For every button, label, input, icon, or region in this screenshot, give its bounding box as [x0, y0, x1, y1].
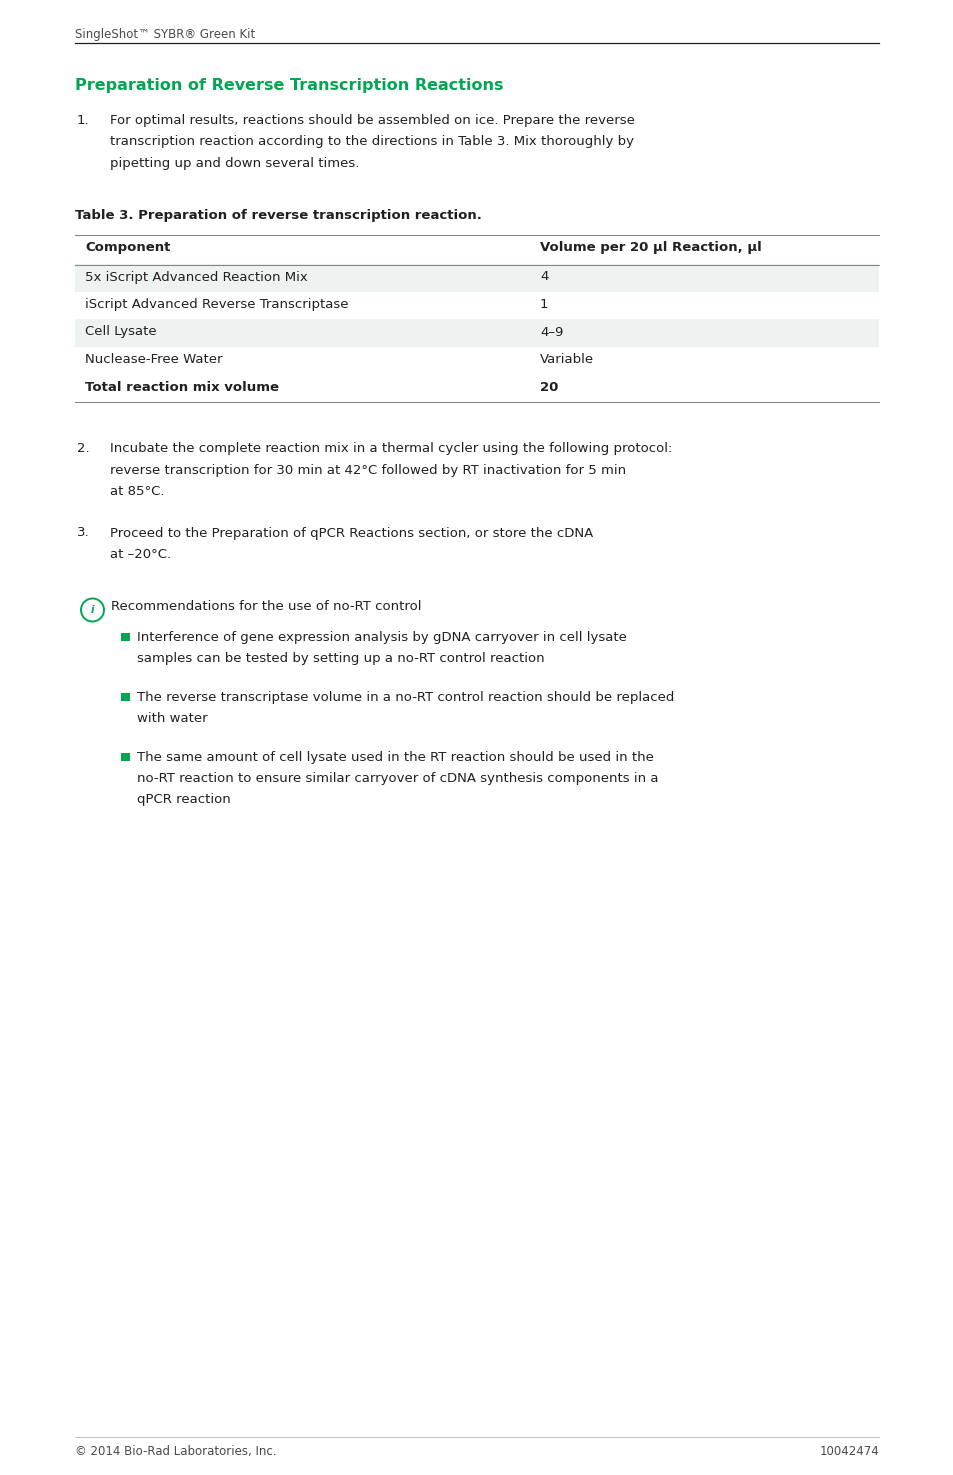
Text: Variable: Variable [539, 353, 594, 366]
Bar [75, 292, 878, 320]
Text: pipetting up and down several times.: pipetting up and down several times. [110, 156, 359, 170]
Text: The same amount of cell lysate used in the RT reaction should be used in the: The same amount of cell lysate used in t… [137, 751, 653, 764]
Text: reverse transcription for 30 min at 42°C followed by RT inactivation for 5 min: reverse transcription for 30 min at 42°C… [110, 463, 625, 476]
Text: For optimal results, reactions should be assembled on ice. Prepare the reverse: For optimal results, reactions should be… [110, 114, 634, 127]
Text: Nuclease-Free Water: Nuclease-Free Water [85, 353, 222, 366]
Text: Total reaction mix volume: Total reaction mix volume [85, 381, 278, 394]
Bar [121, 752, 130, 761]
Text: Proceed to the Preparation of qPCR Reactions section, or store the cDNA: Proceed to the Preparation of qPCR React… [110, 527, 593, 540]
Text: i: i [91, 605, 94, 615]
Text: samples can be tested by setting up a no-RT control reaction: samples can be tested by setting up a no… [137, 652, 544, 665]
Bar [75, 264, 878, 292]
Bar [121, 633, 130, 642]
Text: Incubate the complete reaction mix in a thermal cycler using the following proto: Incubate the complete reaction mix in a … [110, 442, 672, 454]
Text: 4: 4 [539, 270, 548, 283]
Text: 10042474: 10042474 [819, 1446, 878, 1457]
Bar [121, 693, 130, 701]
Text: transcription reaction according to the directions in Table 3. Mix thoroughly by: transcription reaction according to the … [110, 136, 634, 149]
Text: Recommendations for the use of no-RT control: Recommendations for the use of no-RT con… [111, 599, 421, 612]
Text: at 85°C.: at 85°C. [110, 485, 164, 499]
Text: at –20°C.: at –20°C. [110, 549, 171, 560]
Text: 4–9: 4–9 [539, 326, 563, 338]
Text: 2.: 2. [77, 442, 90, 454]
Text: © 2014 Bio-Rad Laboratories, Inc.: © 2014 Bio-Rad Laboratories, Inc. [75, 1446, 276, 1457]
Text: qPCR reaction: qPCR reaction [137, 794, 231, 807]
Text: no-RT reaction to ensure similar carryover of cDNA synthesis components in a: no-RT reaction to ensure similar carryov… [137, 771, 658, 785]
Text: SingleShot™ SYBR® Green Kit: SingleShot™ SYBR® Green Kit [75, 28, 255, 41]
Text: 1: 1 [539, 298, 548, 311]
Text: iScript Advanced Reverse Transcriptase: iScript Advanced Reverse Transcriptase [85, 298, 348, 311]
Text: with water: with water [137, 712, 208, 726]
Text: Table 3. Preparation of reverse transcription reaction.: Table 3. Preparation of reverse transcri… [75, 208, 481, 221]
Text: The reverse transcriptase volume in a no-RT control reaction should be replaced: The reverse transcriptase volume in a no… [137, 690, 674, 704]
Text: Component: Component [85, 240, 171, 254]
Text: Preparation of Reverse Transcription Reactions: Preparation of Reverse Transcription Rea… [75, 78, 503, 93]
Bar [75, 375, 878, 403]
Text: Volume per 20 µl Reaction, µl: Volume per 20 µl Reaction, µl [539, 240, 760, 254]
Text: 3.: 3. [77, 527, 90, 540]
Text: Cell Lysate: Cell Lysate [85, 326, 156, 338]
Text: Interference of gene expression analysis by gDNA carryover in cell lysate: Interference of gene expression analysis… [137, 630, 626, 643]
Text: 5x iScript Advanced Reaction Mix: 5x iScript Advanced Reaction Mix [85, 270, 308, 283]
Bar [75, 347, 878, 375]
Bar [75, 320, 878, 347]
Text: 20: 20 [539, 381, 558, 394]
Text: 1.: 1. [77, 114, 90, 127]
